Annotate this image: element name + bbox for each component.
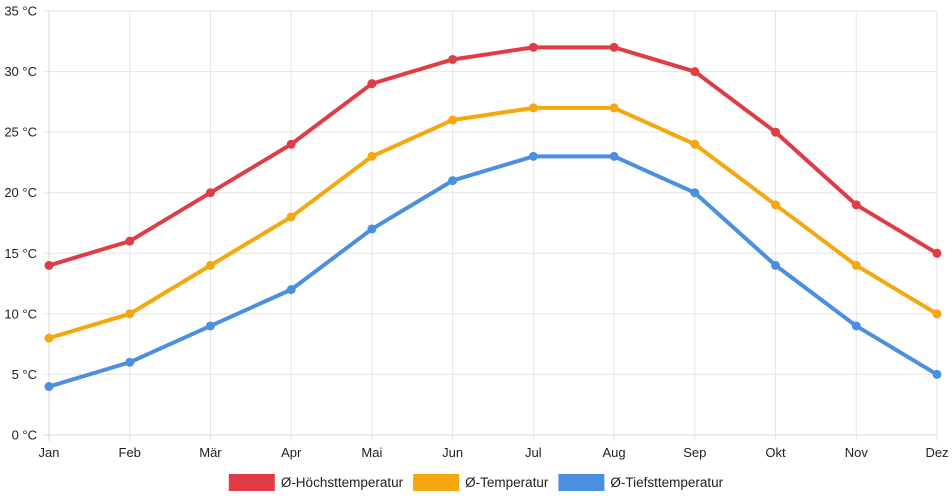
legend-swatch (558, 474, 605, 491)
data-point[interactable] (44, 382, 54, 392)
data-point[interactable] (367, 224, 377, 234)
legend-label: Ø-Höchsttemperatur (281, 475, 404, 490)
y-tick-label: 0 °C (12, 428, 37, 443)
data-point[interactable] (205, 188, 215, 198)
data-point[interactable] (851, 200, 861, 210)
data-point[interactable] (286, 212, 296, 222)
data-point[interactable] (125, 236, 135, 246)
series-group (44, 42, 942, 270)
data-point[interactable] (44, 260, 54, 270)
series-line (47, 45, 939, 268)
series-layer (44, 42, 942, 392)
y-axis-ticks: 0 °C 5 °C 10 °C 15 °C 20 °C 25 °C 30 °C 35 °C (4, 4, 37, 443)
data-point[interactable] (851, 321, 861, 331)
x-axis-ticks: Jan Feb Mär Apr Mai Jun Jul Aug Sep Okt Nov Dez (39, 445, 949, 460)
legend: Ø-Höchsttemperatur Ø-Temperatur Ø-Tiefstte… (228, 474, 724, 491)
data-point[interactable] (771, 127, 781, 137)
data-point[interactable] (205, 260, 215, 270)
data-point[interactable] (286, 139, 296, 149)
legend-item[interactable]: Ø-Temperatur (413, 474, 549, 491)
data-point[interactable] (125, 309, 135, 319)
y-tick-label: 10 °C (4, 306, 37, 321)
x-tick-label: Aug (603, 445, 626, 460)
x-tick-label: Feb (119, 445, 141, 460)
y-tick-label: 5 °C (12, 367, 37, 382)
legend-swatch (228, 474, 275, 491)
series-line (47, 105, 939, 341)
x-tick-label: Jul (525, 445, 542, 460)
data-point[interactable] (690, 139, 700, 149)
data-point[interactable] (932, 369, 942, 379)
data-point[interactable] (448, 54, 458, 64)
data-point[interactable] (932, 309, 942, 319)
y-tick-label: 15 °C (4, 246, 37, 261)
data-point[interactable] (851, 260, 861, 270)
legend-item[interactable]: Ø-Tiefsttemperatur (558, 474, 724, 491)
data-point[interactable] (367, 79, 377, 89)
data-point[interactable] (609, 42, 619, 52)
data-point[interactable] (286, 285, 296, 295)
series-group (44, 151, 942, 392)
series-line (47, 154, 939, 389)
series-group (44, 103, 942, 343)
x-tick-label: Sep (683, 445, 706, 460)
data-point[interactable] (125, 357, 135, 367)
data-point[interactable] (690, 188, 700, 198)
x-tick-label: Jun (442, 445, 463, 460)
y-tick-label: 35 °C (4, 4, 37, 19)
data-point[interactable] (528, 151, 538, 161)
data-point[interactable] (528, 103, 538, 113)
data-point[interactable] (609, 151, 619, 161)
x-tick-label: Nov (845, 445, 869, 460)
data-point[interactable] (771, 200, 781, 210)
legend-swatch (413, 474, 460, 491)
data-point[interactable] (609, 103, 619, 113)
data-point[interactable] (367, 151, 377, 161)
data-point[interactable] (448, 115, 458, 125)
data-point[interactable] (932, 248, 942, 258)
data-point[interactable] (448, 176, 458, 186)
y-tick-label: 25 °C (4, 125, 37, 140)
legend-label: Ø-Tiefsttemperatur (610, 475, 723, 490)
x-tick-label: Mai (361, 445, 382, 460)
x-tick-label: Dez (925, 445, 948, 460)
legend-item[interactable]: Ø-Höchsttemperatur (228, 474, 404, 491)
data-point[interactable] (528, 42, 538, 52)
data-point[interactable] (771, 260, 781, 270)
x-tick-label: Mär (199, 445, 222, 460)
x-tick-label: Apr (281, 445, 302, 460)
data-point[interactable] (690, 67, 700, 77)
y-tick-label: 30 °C (4, 64, 37, 79)
x-tick-label: Okt (765, 445, 786, 460)
x-tick-label: Jan (39, 445, 60, 460)
data-point[interactable] (205, 321, 215, 331)
data-point[interactable] (44, 333, 54, 343)
y-tick-label: 20 °C (4, 185, 37, 200)
legend-label: Ø-Temperatur (465, 475, 549, 490)
